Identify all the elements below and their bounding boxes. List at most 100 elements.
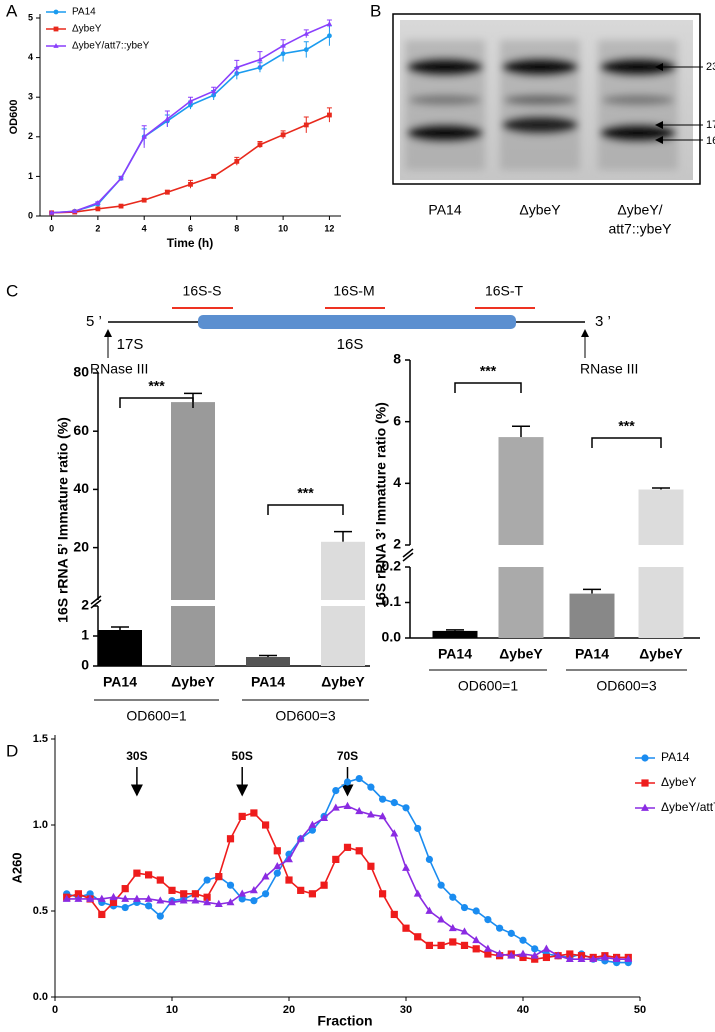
marker	[460, 927, 469, 935]
marker	[187, 98, 194, 104]
break-gap	[171, 600, 215, 606]
x-tick-label: 0	[49, 223, 54, 233]
marker	[168, 886, 176, 894]
mature-16s	[198, 315, 516, 329]
marker	[507, 929, 515, 937]
y-tick-label: 3	[28, 92, 33, 102]
region-label: 17S	[117, 336, 144, 353]
legend-label: ΔybeY	[72, 24, 102, 35]
marker	[402, 924, 410, 932]
legend-label: PA14	[72, 7, 96, 18]
marker	[449, 893, 457, 901]
y-tick-label: 1.5	[33, 733, 48, 745]
x-tick-label: 10	[278, 223, 288, 233]
y-tick-label: 4	[28, 52, 33, 62]
bar	[98, 630, 142, 666]
y-tick-label: 1	[28, 171, 33, 181]
legend-label: ΔybeY/att7::ybeY	[661, 800, 715, 814]
marker	[180, 890, 188, 898]
marker	[379, 795, 387, 803]
marker	[519, 949, 527, 957]
x-tick-label: ΔybeY	[639, 646, 683, 662]
x-tick-label: 4	[142, 223, 147, 233]
marker	[390, 910, 398, 919]
series-line	[66, 805, 629, 960]
marker	[378, 812, 387, 820]
band-label: 23S rRNA	[706, 61, 715, 73]
marker	[109, 898, 118, 906]
marker	[425, 941, 433, 949]
marker	[249, 886, 258, 894]
y-tick-label: 0.2	[382, 558, 402, 574]
marker	[141, 133, 147, 139]
marker	[460, 941, 469, 949]
x-tick-label: PA14	[251, 674, 285, 690]
marker	[238, 895, 246, 903]
marker	[211, 88, 217, 94]
marker	[484, 916, 492, 924]
x-tick-label: 40	[517, 1004, 529, 1016]
marker	[203, 876, 211, 884]
marker	[332, 855, 340, 863]
y-tick-label: 2	[81, 597, 89, 613]
y-axis-label: A260	[9, 852, 24, 883]
x-axis-label: Fraction	[317, 1013, 372, 1029]
x-tick-label: PA14	[438, 646, 472, 662]
marker	[48, 209, 55, 215]
marker	[72, 208, 78, 214]
marker	[273, 869, 281, 877]
group-label: OD600=3	[596, 678, 657, 694]
marker	[273, 847, 281, 855]
marker	[145, 902, 153, 910]
marker	[257, 56, 263, 62]
marker	[483, 944, 492, 952]
marker	[156, 912, 164, 920]
marker	[343, 843, 352, 851]
x-tick-label: PA14	[103, 674, 137, 690]
axis-break	[90, 595, 102, 609]
marker	[226, 898, 235, 906]
marker	[261, 872, 270, 880]
marker	[296, 834, 305, 842]
lane-label: ΔybeY	[519, 202, 561, 218]
marker	[121, 894, 130, 902]
series-line	[51, 114, 330, 214]
marker	[425, 906, 434, 914]
marker	[414, 824, 422, 833]
marker	[95, 206, 101, 212]
marker	[97, 894, 106, 902]
significance-label: ***	[297, 485, 314, 501]
y-axis-label: OD600	[8, 100, 20, 135]
marker	[554, 951, 563, 959]
marker	[133, 869, 141, 877]
x-tick-label: 30	[400, 1004, 412, 1016]
y-tick-label: 1	[81, 627, 89, 643]
marker	[250, 809, 258, 817]
marker	[303, 122, 309, 128]
bar	[569, 593, 615, 638]
marker	[234, 64, 240, 70]
marker	[95, 200, 101, 205]
marker	[589, 954, 598, 963]
cleavage-label: RNase III	[580, 361, 638, 377]
marker	[366, 810, 375, 818]
marker	[257, 142, 263, 148]
cleavage-label: RNase III	[90, 361, 148, 377]
y-tick-label: 0.0	[33, 991, 48, 1003]
band-label: 16S rRNA	[706, 135, 715, 147]
group-label: OD600=3	[275, 708, 336, 724]
marker	[74, 894, 83, 902]
region-label: 16S	[337, 336, 364, 353]
marker	[519, 936, 527, 944]
marker	[402, 863, 410, 871]
break-gap	[638, 545, 684, 567]
marker	[156, 896, 165, 904]
marker	[74, 890, 82, 898]
marker	[121, 903, 129, 912]
marker	[226, 881, 235, 889]
annotation-label: 30S	[126, 749, 147, 763]
y-tick-label: 5	[28, 12, 33, 22]
marker	[211, 174, 217, 179]
significance-bracket	[267, 504, 344, 515]
